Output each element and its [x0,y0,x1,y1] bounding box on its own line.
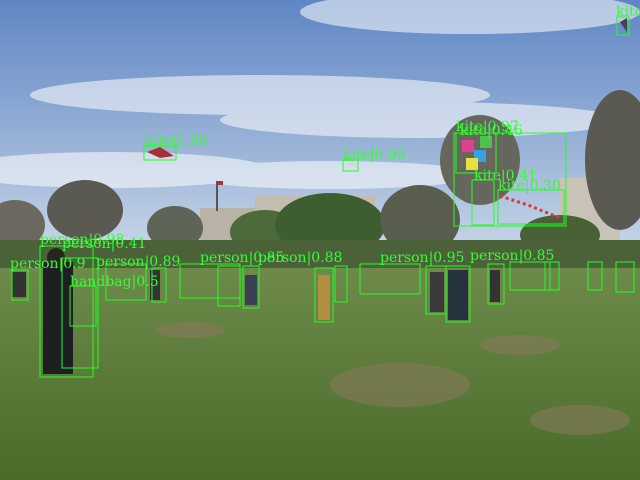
detection-box-person-16 [179,263,241,299]
detection-box-kite-5 [453,132,567,227]
detection-box-person-4 [151,267,167,303]
detection-box-person-1 [39,245,94,378]
detection-box-person-11 [487,263,505,305]
detection-label-kite-2-label: kite|0.93 [343,147,406,163]
detection-box-kite-1 [143,145,177,161]
detection-label-kite-6-label: kite|0.41 [474,168,537,184]
people [12,248,500,374]
trees [0,90,640,270]
detection-box-person-17 [359,263,421,295]
detection-box-person-15 [105,263,147,301]
detection-label-person-7-label: person|0.95 [380,250,464,266]
detection-box-person-13 [587,261,603,291]
dirt-patches [155,322,630,435]
detection-box-kite-6 [471,179,495,226]
detection-overlay [11,16,635,378]
detection-label-person-4-label: person|0.89 [96,254,180,270]
detection-box-kite-7 [497,189,565,225]
detection-box-person-2 [61,257,99,369]
kites [147,18,627,220]
detection-box-person-6 [242,265,260,309]
detection-box-person-8 [334,265,348,303]
detection-box-handbag [69,285,97,327]
detection-label-person-3-label: person|0.9 [10,256,86,272]
detection-label-person-5-label: person|0.85 [200,250,284,266]
detection-label-kite-5-label: kite|0.46 [460,123,523,139]
detection-label-person-8-label: person|0.85 [470,248,554,264]
detection-label-kite-3-label: kite [616,4,640,20]
detection-box-person-10 [445,265,471,323]
detection-box-person-12 [544,261,560,291]
detection-label-person-1-label: person|0.98 [40,232,124,248]
detection-box-kite-2 [342,159,359,172]
detection-box-person-3 [11,269,29,301]
detection-label-kite-1-label: kite|1.00 [145,133,208,149]
detection-label-person-2-label: person|0.41 [62,236,146,252]
detection-label-handbag-label: handbag|0.5 [70,274,159,290]
detection-box-kite-3 [616,16,630,36]
detection-label-person-6-label: person|0.88 [258,250,342,266]
detection-label-kite-7-label: kite|0.30 [498,178,561,194]
detection-labels: kite|1.00 kite|0.93 kite kite|0.97 kite|… [10,4,640,290]
detection-box-person-18 [509,261,551,291]
detection-box-person-7 [314,267,334,323]
detection-box-person-14 [615,261,635,293]
clouds [0,0,640,189]
detection-label-kite-4-label: kite|0.97 [456,119,519,135]
